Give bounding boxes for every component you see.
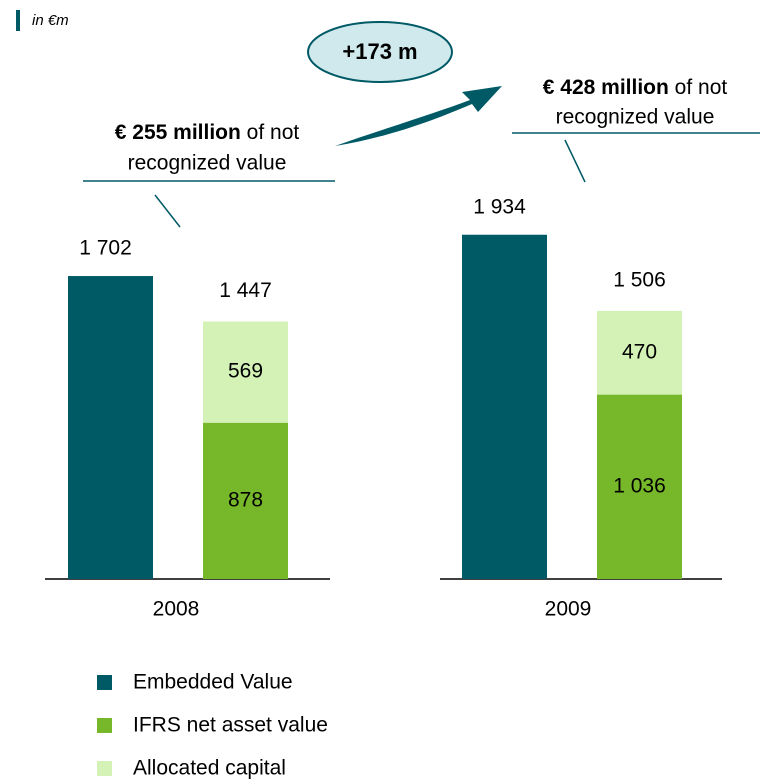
bar-segment (597, 310, 682, 395)
legend-label: Embedded Value (133, 671, 293, 694)
annotation-bold: € 255 million (115, 121, 241, 144)
annotation-pointer (154, 194, 181, 228)
annotation-pointer (564, 139, 586, 183)
annotation: recognized value (128, 152, 287, 175)
bar (68, 276, 153, 579)
bar-segment (203, 422, 288, 579)
note-marker (16, 10, 20, 31)
legend-swatch (97, 761, 112, 776)
annotation-text: of not (669, 76, 728, 99)
annotation-bold: € 428 million (543, 76, 669, 99)
annotation-text: of not (241, 121, 300, 144)
legend-swatch (97, 718, 112, 733)
unit-note: in €m (32, 12, 69, 29)
segment-label: 569 (228, 360, 263, 383)
legend-swatch (97, 675, 112, 690)
x-tick-label: 2008 (153, 598, 200, 621)
bar-segment (203, 321, 288, 423)
total-label: 1 506 (613, 268, 666, 291)
annotation: € 255 million of not (115, 121, 300, 144)
segment-label: 1 036 (613, 474, 666, 497)
change-arrow (335, 86, 502, 146)
bar-segment (597, 394, 682, 579)
legend-label: IFRS net asset value (133, 714, 328, 737)
legend-label: Allocated capital (133, 757, 286, 780)
change-note: +173 m (342, 39, 417, 64)
change-bubble (307, 21, 453, 83)
value-label: 1 702 (79, 237, 132, 260)
segment-label: 470 (622, 340, 657, 363)
annotation: recognized value (556, 106, 715, 129)
annotation: € 428 million of not (543, 76, 728, 99)
segment-label: 878 (228, 488, 263, 511)
x-tick-label: 2009 (545, 598, 592, 621)
value-label: 1 934 (473, 195, 526, 218)
bar (462, 234, 547, 580)
total-label: 1 447 (219, 279, 272, 302)
